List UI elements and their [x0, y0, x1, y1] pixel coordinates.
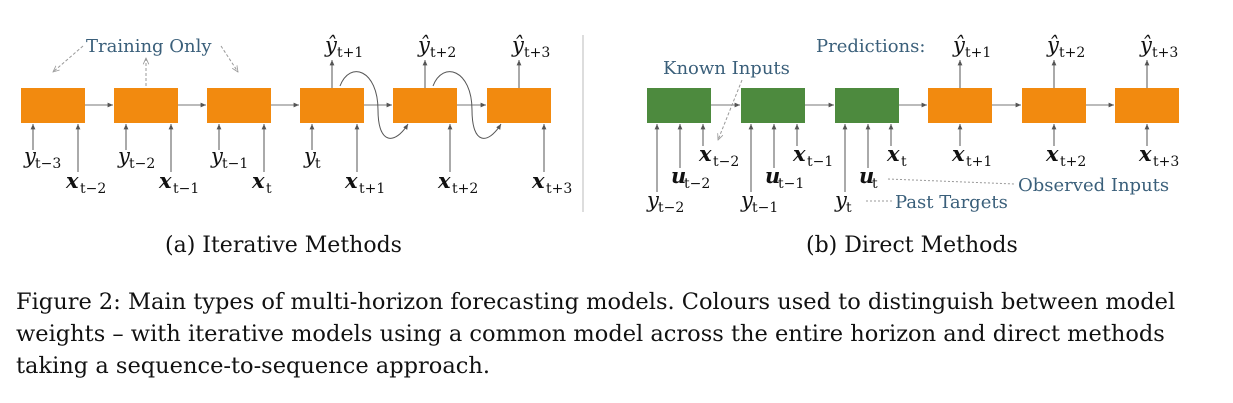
decoder-cell-3 — [1115, 88, 1179, 123]
svg-text:t+2: t+2 — [452, 181, 478, 197]
svg-text:ŷ: ŷ — [511, 33, 525, 57]
svg-text:t−3: t−3 — [35, 156, 61, 172]
svg-text:t+2: t+2 — [1059, 45, 1085, 61]
svg-text:t−1: t−1 — [807, 154, 833, 170]
output-arrows-b — [957, 60, 1150, 88]
svg-text:x: x — [792, 141, 806, 166]
figure-caption: Figure 2: Main types of multi-horizon fo… — [16, 289, 1176, 379]
encoder-cell-3 — [835, 88, 899, 123]
decoder-cell-2 — [1022, 88, 1086, 123]
svg-text:ŷ: ŷ — [417, 33, 431, 57]
panel-a-caption: (a) Iterative Methods — [165, 233, 402, 258]
svg-text:t−1: t−1 — [222, 156, 248, 172]
svg-text:x: x — [531, 168, 545, 193]
svg-text:t+1: t+1 — [966, 154, 992, 170]
svg-text:x: x — [437, 168, 451, 193]
svg-text:t+1: t+1 — [359, 181, 385, 197]
svg-text:t+3: t+3 — [1152, 45, 1178, 61]
svg-text:t−1: t−1 — [778, 176, 804, 192]
svg-text:t+1: t+1 — [965, 45, 991, 61]
svg-text:ŷ: ŷ — [1139, 33, 1153, 57]
svg-text:u: u — [765, 163, 780, 188]
training-only-label: Training Only — [86, 36, 212, 57]
svg-text:x: x — [158, 168, 172, 193]
svg-text:ŷ: ŷ — [1046, 33, 1060, 57]
rnn-cell-6 — [487, 88, 551, 123]
observed-past-pointers — [866, 178, 1016, 202]
svg-text:ŷ: ŷ — [324, 33, 338, 57]
known-inputs-label: Known Inputs — [663, 58, 790, 79]
svg-text:x: x — [344, 168, 358, 193]
u-encoder-labels: ut−2 ut−1 ut — [671, 163, 878, 192]
figure-diagram: Training Only ŷ t+1 ŷ t+2 ŷ t+3 — [21, 33, 1179, 258]
svg-text:t: t — [315, 156, 321, 172]
encoder-cell-1 — [647, 88, 711, 123]
svg-text:t−2: t−2 — [658, 200, 684, 216]
svg-text:t−1: t−1 — [173, 181, 199, 197]
svg-text:t+3: t+3 — [1153, 154, 1179, 170]
svg-text:ŷ: ŷ — [952, 33, 966, 57]
panel-a: Training Only ŷ t+1 ŷ t+2 ŷ t+3 — [21, 33, 572, 258]
training-only-arrows — [53, 45, 238, 86]
past-targets-label: Past Targets — [895, 192, 1008, 213]
rnn-cell-5 — [393, 88, 457, 123]
known-inputs-pointer — [718, 79, 743, 140]
panel-b-caption: (b) Direct Methods — [806, 233, 1018, 258]
svg-text:x: x — [1138, 141, 1152, 166]
rnn-cell-2 — [114, 88, 178, 123]
svg-text:t: t — [846, 200, 852, 216]
predictions-label: Predictions: — [816, 36, 925, 57]
svg-text:y: y — [740, 188, 754, 212]
svg-text:x: x — [886, 141, 900, 166]
outputs-a: ŷ t+1 ŷ t+2 ŷ t+3 — [324, 33, 550, 61]
svg-text:x: x — [951, 141, 965, 166]
svg-text:t+2: t+2 — [430, 45, 456, 61]
svg-text:t+3: t+3 — [546, 181, 572, 197]
feedback-curves — [339, 71, 502, 139]
rnn-cell-1 — [21, 88, 85, 123]
svg-text:y: y — [23, 144, 37, 168]
svg-text:u: u — [859, 163, 874, 188]
panel-b: Predictions: Known Inputs ŷ t+1 ŷ t+2 — [646, 33, 1179, 258]
svg-text:t−1: t−1 — [752, 200, 778, 216]
x-decoder-labels: x t+1 x t+2 x t+3 — [951, 141, 1179, 170]
svg-text:u: u — [671, 163, 686, 188]
encoder-cell-2 — [741, 88, 805, 123]
outputs-b: ŷ t+1 ŷ t+2 ŷ t+3 — [952, 33, 1178, 61]
svg-text:t−2: t−2 — [80, 181, 106, 197]
rnn-cell-4 — [300, 88, 364, 123]
input-arrows-a — [30, 124, 547, 172]
svg-text:y: y — [303, 144, 317, 168]
svg-text:y: y — [117, 144, 131, 168]
input-arrows-b — [654, 124, 1150, 192]
svg-text:t: t — [901, 154, 907, 170]
output-arrows-a — [329, 60, 522, 88]
svg-text:t+3: t+3 — [524, 45, 550, 61]
rnn-cell-3 — [207, 88, 271, 123]
svg-text:t−2: t−2 — [713, 154, 739, 170]
svg-text:t−2: t−2 — [129, 156, 155, 172]
svg-text:t: t — [266, 181, 272, 197]
svg-text:x: x — [251, 168, 265, 193]
decoder-cell-1 — [928, 88, 992, 123]
svg-text:y: y — [834, 188, 848, 212]
svg-text:t−2: t−2 — [684, 176, 710, 192]
svg-text:y: y — [210, 144, 224, 168]
svg-text:y: y — [646, 188, 660, 212]
svg-text:t: t — [872, 176, 878, 192]
svg-text:x: x — [698, 141, 712, 166]
observed-inputs-label: Observed Inputs — [1018, 175, 1169, 196]
svg-text:x: x — [1045, 141, 1059, 166]
svg-text:x: x — [65, 168, 79, 193]
svg-text:t+2: t+2 — [1060, 154, 1086, 170]
svg-text:t+1: t+1 — [337, 45, 363, 61]
